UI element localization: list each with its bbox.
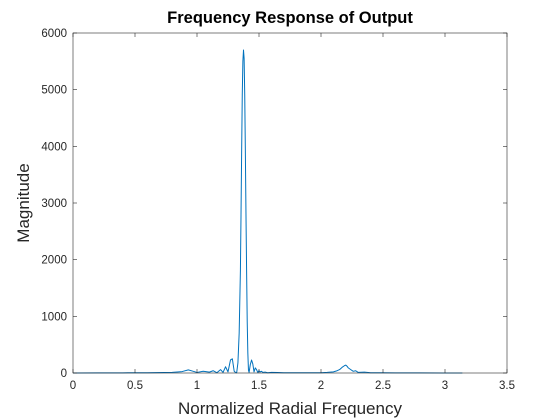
axes-area xyxy=(73,33,507,373)
y-tick-label: 3000 xyxy=(41,198,67,210)
y-axis: 0 1000 2000 3000 4000 5000 6000 xyxy=(41,28,507,380)
y-tick-label: 5000 xyxy=(41,85,67,97)
x-tick-label: 0 xyxy=(70,380,76,392)
y-axis-title: Magnitude xyxy=(14,163,33,242)
series-layer xyxy=(72,49,463,374)
x-tick-label: 0.5 xyxy=(127,380,143,392)
x-tick-label: 1 xyxy=(194,380,200,392)
x-tick-label: 1.5 xyxy=(251,380,267,392)
x-axis-title: Normalized Radial Frequency xyxy=(178,399,402,418)
y-tick-label: 6000 xyxy=(41,28,67,40)
y-tick-label: 0 xyxy=(61,368,67,380)
x-tick-label: 2.5 xyxy=(375,380,391,392)
series-line-1 xyxy=(72,49,463,374)
x-tick-label: 3 xyxy=(442,380,448,392)
x-tick-label: 2 xyxy=(318,380,324,392)
x-axis: 0 0.5 1 1.5 2 2.5 3 3.5 xyxy=(70,33,515,392)
x-tick-label: 3.5 xyxy=(499,380,515,392)
y-tick-label: 1000 xyxy=(41,311,67,323)
y-tick-label: 4000 xyxy=(41,141,67,153)
chart-title: Frequency Response of Output xyxy=(167,9,413,27)
y-tick-label: 2000 xyxy=(41,255,67,267)
